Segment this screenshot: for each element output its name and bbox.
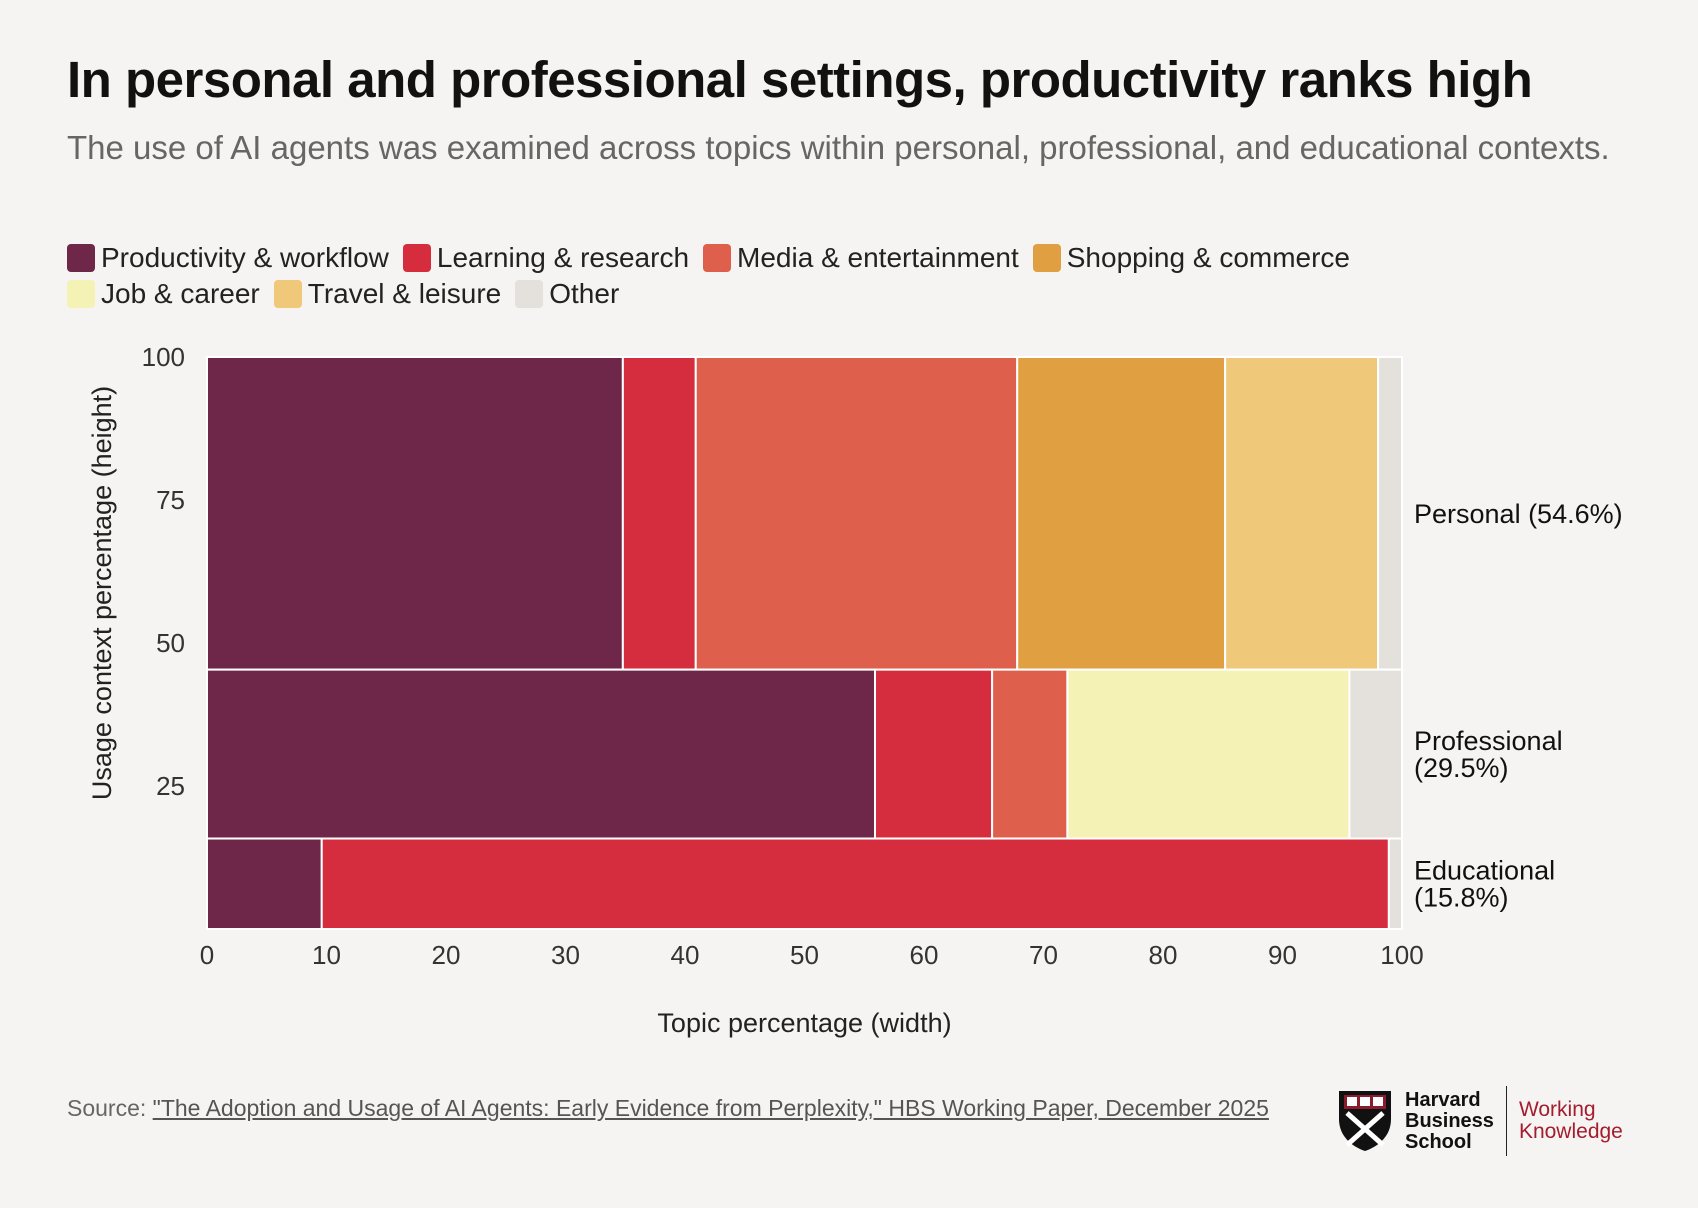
hbs-line: School bbox=[1405, 1130, 1472, 1153]
x-tick-label: 80 bbox=[1149, 940, 1178, 970]
chart-subtitle: The use of AI agents was examined across… bbox=[67, 129, 1610, 166]
mosaic-cell bbox=[1066, 668, 1351, 840]
y-tick-label: 75 bbox=[156, 485, 185, 515]
x-tick-label: 20 bbox=[432, 940, 461, 970]
source-link[interactable]: "The Adoption and Usage of AI Agents: Ea… bbox=[152, 1095, 1269, 1121]
legend-swatch bbox=[67, 244, 95, 272]
legend-swatch bbox=[402, 244, 431, 272]
hbs-line: Business bbox=[1405, 1109, 1494, 1132]
legend-item-other: Other bbox=[515, 278, 619, 310]
y-tick-label: 100 bbox=[142, 342, 185, 372]
y-tick-label: 25 bbox=[156, 771, 185, 801]
chart-title: In personal and professional settings, p… bbox=[67, 51, 1533, 108]
legend-label: Productivity & workflow bbox=[101, 242, 389, 273]
legend-item-shopping: Shopping & commerce bbox=[1032, 242, 1351, 274]
mosaic-cell bbox=[991, 668, 1069, 840]
mosaic-cell bbox=[206, 837, 323, 930]
legend-item-media: Media & entertainment bbox=[703, 242, 1019, 274]
legend-row: Job & career Travel & leisure Other bbox=[67, 276, 1567, 312]
hbs-logo: Harvard Business School Working Knowledg… bbox=[1337, 1086, 1623, 1156]
x-tick-label: 50 bbox=[790, 940, 819, 970]
legend-swatch bbox=[67, 280, 95, 308]
legend-item-job: Job & career bbox=[67, 278, 260, 310]
wk-line: Knowledge bbox=[1518, 1120, 1623, 1143]
logo-divider bbox=[1505, 1086, 1507, 1156]
source-prefix: Source: bbox=[67, 1095, 153, 1121]
row-label: Educational (15.8%) bbox=[1414, 856, 1555, 913]
x-tick-label: 90 bbox=[1268, 940, 1297, 970]
mosaic-cell bbox=[206, 356, 624, 671]
working-knowledge-wordmark: Working Knowledge bbox=[1519, 1099, 1623, 1143]
mosaic-cell bbox=[1348, 668, 1404, 840]
mosaic-cell bbox=[694, 356, 1019, 671]
mosaic-cell bbox=[320, 837, 1390, 930]
legend-label: Job & career bbox=[101, 278, 260, 309]
mosaic-cell bbox=[1016, 356, 1227, 671]
wk-line: Working bbox=[1518, 1098, 1596, 1121]
legend-item-travel: Travel & leisure bbox=[273, 278, 502, 310]
mosaic-cell bbox=[1387, 837, 1403, 930]
x-tick-label: 10 bbox=[312, 940, 341, 970]
mosaic-cell bbox=[1224, 356, 1380, 671]
mosaic-chart: Personal (54.6%) Professional (29.5%) Educa… bbox=[87, 342, 1623, 1038]
x-axis-title: Topic percentage (width) bbox=[657, 1008, 951, 1038]
legend-label: Learning & research bbox=[436, 242, 690, 273]
x-tick-label: 100 bbox=[1380, 940, 1423, 970]
source-note: Source: "The Adoption and Usage of AI Ag… bbox=[67, 1093, 1307, 1123]
x-tick-label: 30 bbox=[551, 940, 580, 970]
legend-item-productivity: Productivity & workflow bbox=[67, 242, 389, 274]
legend: Productivity & workflow Learning & resea… bbox=[67, 240, 1567, 312]
row-label: Professional (29.5%) bbox=[1414, 726, 1563, 783]
y-axis-title: Usage context percentage (height) bbox=[87, 386, 117, 800]
legend-row: Productivity & workflow Learning & resea… bbox=[67, 240, 1567, 276]
legend-label: Travel & leisure bbox=[307, 278, 502, 309]
legend-swatch bbox=[1032, 244, 1061, 272]
mosaic-cell bbox=[206, 668, 877, 840]
mosaic-cell bbox=[621, 356, 697, 671]
legend-swatch bbox=[515, 280, 544, 308]
x-tick-label: 70 bbox=[1029, 940, 1058, 970]
row-label: Personal (54.6%) bbox=[1414, 499, 1623, 529]
hbs-wordmark: Harvard Business School bbox=[1405, 1088, 1494, 1153]
y-tick-label: 50 bbox=[156, 628, 185, 658]
hbs-shield-icon bbox=[1339, 1091, 1391, 1151]
legend-label: Shopping & commerce bbox=[1066, 242, 1351, 273]
legend-swatch bbox=[273, 280, 302, 308]
x-tick-label: 60 bbox=[910, 940, 939, 970]
x-tick-label: 0 bbox=[200, 940, 214, 970]
x-tick-label: 40 bbox=[671, 940, 700, 970]
legend-label: Media & entertainment bbox=[737, 242, 1019, 273]
mosaic-cell bbox=[874, 668, 994, 840]
legend-item-learning: Learning & research bbox=[402, 242, 690, 274]
legend-label: Other bbox=[549, 278, 620, 309]
legend-swatch bbox=[703, 244, 732, 272]
hbs-line: Harvard bbox=[1405, 1088, 1481, 1111]
mosaic-cell bbox=[1377, 356, 1403, 671]
